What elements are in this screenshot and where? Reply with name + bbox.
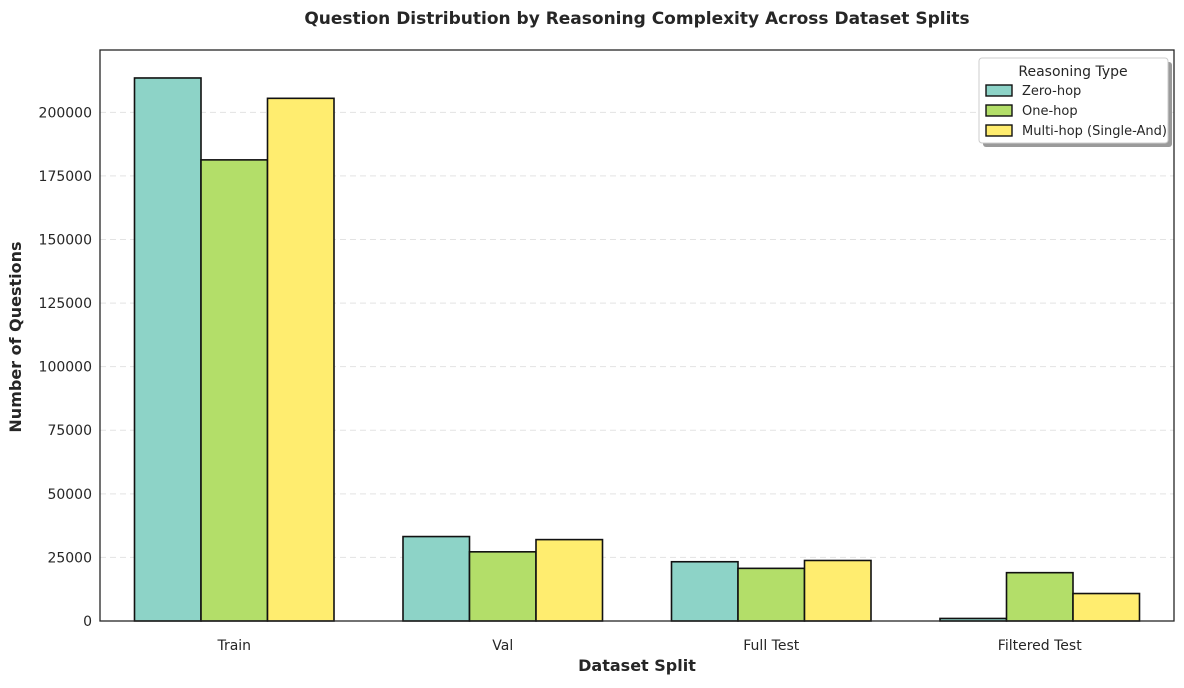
y-tick-label: 125000 bbox=[39, 296, 92, 312]
bar-multi-hop-single-and-train bbox=[266, 97, 335, 622]
chart-title: Question Distribution by Reasoning Compl… bbox=[304, 9, 969, 29]
plot-frame bbox=[99, 49, 1175, 622]
bar-zero-hop-train bbox=[133, 77, 202, 622]
x-tick-label: Filtered Test bbox=[998, 638, 1082, 654]
legend-title: Reasoning Type bbox=[1018, 64, 1127, 80]
x-axis-ticks: Train Val Full Test Filtered Test bbox=[216, 638, 1082, 654]
bar-one-hop-filtered-test bbox=[1005, 571, 1074, 622]
legend-items: Zero-hop One-hop Multi-hop (Single-And) bbox=[985, 84, 1167, 139]
legend-swatch bbox=[985, 104, 1013, 117]
legend-label: Zero-hop bbox=[1022, 84, 1081, 99]
bar-zero-hop-val bbox=[402, 535, 471, 622]
x-axis-title: Dataset Split bbox=[578, 656, 696, 675]
y-tick-label: 100000 bbox=[39, 360, 92, 376]
bar-multi-hop-single-and-val bbox=[535, 538, 604, 622]
bar-one-hop-train bbox=[200, 159, 269, 622]
y-axis-title: Number of Questions bbox=[6, 241, 25, 432]
bar-one-hop-val bbox=[468, 551, 537, 622]
y-tick-label: 175000 bbox=[39, 169, 92, 185]
legend-box bbox=[978, 57, 1169, 144]
legend-label: Multi-hop (Single-And) bbox=[1022, 124, 1167, 139]
x-tick-label: Val bbox=[492, 638, 513, 654]
legend-swatch bbox=[985, 84, 1013, 97]
x-tick-label: Full Test bbox=[743, 638, 799, 654]
legend-swatch bbox=[985, 124, 1013, 137]
y-tick-label: 150000 bbox=[39, 232, 92, 248]
y-tick-label: 25000 bbox=[47, 550, 92, 566]
legend: Reasoning Type Zero-hop One-hop Multi-hop … bbox=[978, 57, 1172, 147]
y-tick-label: 50000 bbox=[47, 487, 92, 503]
legend-label: One-hop bbox=[1022, 104, 1078, 119]
bar-zero-hop-full-test bbox=[670, 560, 739, 622]
bar-multi-hop-single-and-filtered-test bbox=[1072, 592, 1141, 622]
y-tick-label: 75000 bbox=[47, 423, 92, 439]
bars bbox=[133, 77, 1141, 622]
x-tick-label: Train bbox=[216, 638, 251, 654]
y-tick-label: 0 bbox=[83, 614, 92, 630]
y-axis-ticks: 0 25000 50000 75000 100000 125000 150000 175000… bbox=[39, 105, 92, 630]
y-tick-label: 200000 bbox=[39, 105, 92, 121]
bar-multi-hop-single-and-full-test bbox=[803, 559, 872, 622]
bar-one-hop-full-test bbox=[737, 567, 806, 622]
